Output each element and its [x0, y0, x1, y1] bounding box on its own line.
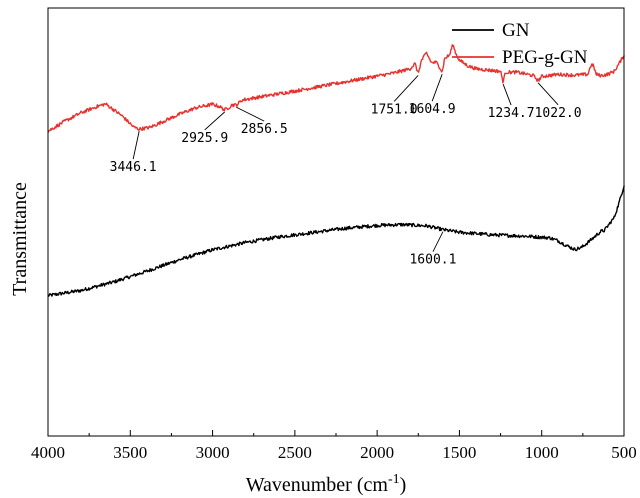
annotation-leader-line — [393, 75, 419, 102]
plot-area — [47, 44, 625, 297]
annotation-leader-line — [204, 111, 226, 131]
annotation-label: 2925.9 — [181, 131, 228, 146]
annotation-label: 1751.0 — [371, 102, 418, 117]
x-tick-label: 3500 — [113, 443, 147, 462]
annotation-leader-line — [132, 131, 140, 160]
annotation-leader-line — [537, 82, 559, 106]
x-tick-label: 500 — [611, 443, 637, 462]
annotation-leader-line — [431, 74, 443, 102]
x-tick-label: 2000 — [360, 443, 394, 462]
legend-label: GN — [502, 20, 530, 41]
annotation-leader-line — [502, 83, 512, 106]
legend: GN PEG-g-GN — [452, 20, 588, 68]
x-axis-title-main: Wavenumber (cm — [246, 474, 389, 496]
y-axis-title: Transmittance — [9, 182, 31, 296]
series-line-peg-g-gn — [47, 44, 625, 133]
x-axis-title: Wavenumber (cm-1) — [246, 472, 407, 496]
annotation-leader-line — [235, 106, 265, 122]
annotation-label: 1234.7 — [488, 106, 535, 121]
annotation-label: 1600.1 — [409, 253, 456, 268]
x-axis-title-end: ) — [400, 474, 407, 496]
x-tick-label: 1000 — [525, 443, 559, 462]
annotation-label: 3446.1 — [110, 160, 157, 175]
annotation-label: 1022.0 — [535, 106, 582, 121]
x-tick-label: 1500 — [442, 443, 476, 462]
annotation-leader-line — [432, 231, 444, 252]
series-line-gn — [47, 185, 625, 297]
x-tick-label: 3000 — [196, 443, 230, 462]
legend-label: PEG-g-GN — [502, 47, 588, 68]
x-tick-label: 4000 — [31, 443, 65, 462]
axes: 4000 3500 3000 2500 2000 1500 1000 500 — [31, 7, 637, 462]
annotation-label: 2856.5 — [241, 122, 288, 137]
plot-frame — [47, 7, 625, 437]
annotation-label: 1604.9 — [409, 102, 456, 117]
x-tick-label: 2500 — [278, 443, 312, 462]
x-axis-title-sup: -1 — [388, 472, 400, 487]
